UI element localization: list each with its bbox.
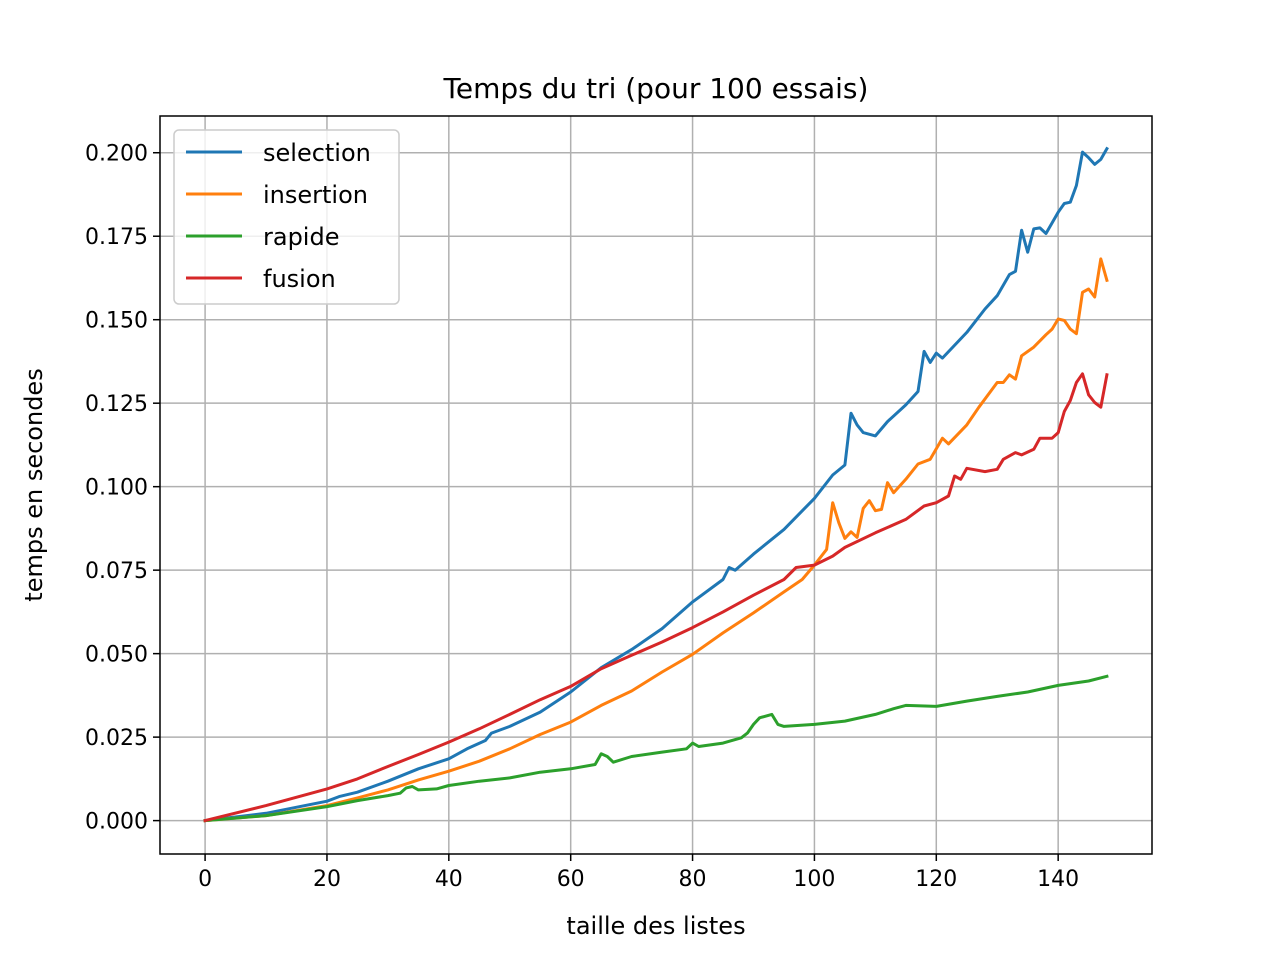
legend-label-insertion: insertion <box>263 181 368 209</box>
legend-label-selection: selection <box>263 139 371 167</box>
y-tick-label: 0.175 <box>85 225 148 250</box>
series-line-selection <box>203 146 1109 823</box>
chart-title: Temps du tri (pour 100 essais) <box>443 72 869 105</box>
x-tick-label: 20 <box>313 867 341 892</box>
y-tick-label: 0.200 <box>85 142 148 167</box>
legend-label-rapide: rapide <box>263 223 339 251</box>
plot-frame <box>159 115 1153 855</box>
x-tick-label: 60 <box>557 867 585 892</box>
x-tick-label: 40 <box>435 867 463 892</box>
x-axis-label: taille des listes <box>566 912 745 940</box>
x-tick-label: 140 <box>1037 867 1079 892</box>
legend: selection insertion rapide fusion <box>173 129 400 305</box>
legend-box <box>173 129 400 305</box>
y-tick-label: 0.125 <box>85 392 148 417</box>
series-line-fusion <box>203 372 1109 823</box>
y-tick-label: 0.150 <box>85 309 148 334</box>
series-line-insertion <box>203 257 1109 823</box>
x-tick-label: 100 <box>793 867 835 892</box>
y-tick-label: 0.075 <box>85 559 148 584</box>
axis-ticks: 0 20 40 60 80 100 120 140 0.000 0.025 0.050 0.075 0.… <box>85 142 1079 892</box>
x-tick-label: 80 <box>679 867 707 892</box>
legend-label-fusion: fusion <box>263 265 336 293</box>
y-tick-label: 0.050 <box>85 643 148 668</box>
x-tick-label: 120 <box>915 867 957 892</box>
series-line-rapide <box>203 674 1109 823</box>
x-tick-label: 0 <box>198 867 212 892</box>
grid <box>160 116 1152 854</box>
y-tick-label: 0.000 <box>85 810 148 835</box>
y-axis-label: temps en secondes <box>20 368 48 601</box>
y-tick-label: 0.100 <box>85 476 148 501</box>
series-group <box>203 146 1109 823</box>
y-tick-label: 0.025 <box>85 726 148 751</box>
